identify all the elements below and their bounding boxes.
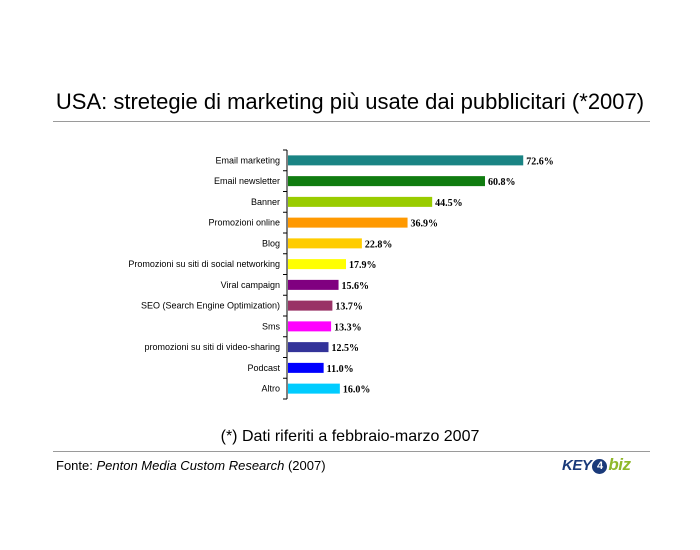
category-label: promozioni su siti di video-sharing [144, 342, 280, 352]
value-label: 60.8% [488, 177, 516, 188]
bar [288, 217, 408, 228]
title-divider [53, 121, 650, 122]
value-label: 16.0% [343, 385, 371, 396]
source-line: Fonte: Penton Media Custom Research (200… [56, 458, 326, 473]
value-label: 17.9% [349, 260, 377, 271]
bar [288, 259, 346, 270]
source-prefix: Fonte: [56, 458, 97, 473]
value-label: 13.3% [334, 322, 362, 333]
value-label: 12.5% [332, 343, 360, 354]
logo-key: KEY [562, 457, 592, 474]
category-label: Promozioni su siti di social networking [128, 259, 280, 269]
source-name: Penton Media Custom Research [96, 458, 285, 473]
source-suffix: (2007) [284, 458, 326, 473]
bar [288, 342, 329, 353]
category-label: Promozioni online [208, 218, 280, 228]
bar [288, 196, 433, 207]
value-label: 44.5% [435, 198, 463, 209]
category-label: Blog [262, 238, 280, 248]
footnote: (*) Dati riferiti a febbraio-marzo 2007 [220, 428, 480, 445]
bar [288, 279, 339, 290]
value-label: 72.6% [526, 156, 554, 167]
logo-biz: biz [608, 455, 631, 474]
category-label: Sms [262, 321, 281, 331]
bar [288, 176, 485, 187]
category-label: Email marketing [215, 155, 280, 165]
bar [288, 300, 333, 311]
value-label: 15.6% [342, 281, 370, 292]
category-label: Banner [251, 197, 280, 207]
category-label: Viral campaign [221, 280, 280, 290]
chart-title: USA: stretegie di marketing più usate da… [55, 89, 645, 114]
category-label: SEO (Search Engine Optimization) [141, 301, 280, 311]
bar [288, 362, 324, 373]
category-label: Altro [261, 384, 280, 394]
category-label: Podcast [247, 363, 280, 373]
bar [288, 155, 524, 166]
value-label: 11.0% [327, 364, 354, 375]
value-label: 13.7% [335, 302, 363, 313]
key4biz-logo: KEY 4 biz [562, 455, 631, 475]
bar [288, 238, 362, 249]
footer-divider [53, 451, 650, 452]
bar [288, 383, 340, 394]
value-label: 22.8% [365, 239, 393, 250]
logo-four: 4 [592, 459, 608, 474]
category-label: Email newsletter [214, 176, 280, 186]
bar [288, 321, 332, 332]
value-label: 36.9% [411, 219, 439, 230]
